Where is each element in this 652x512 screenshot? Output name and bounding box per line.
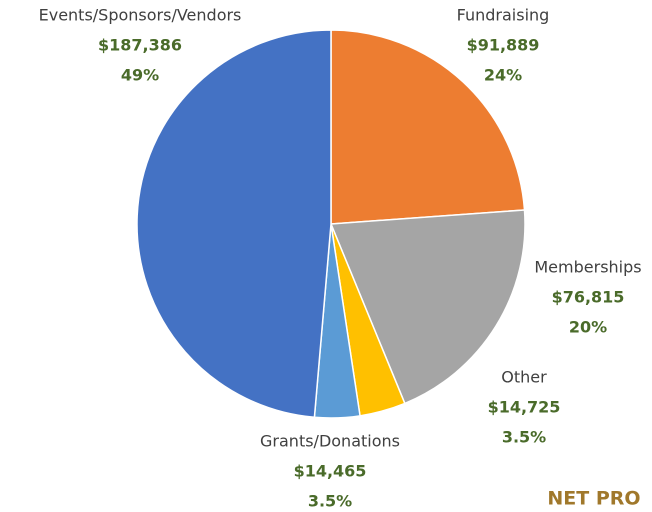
brand-label: NET PRO [547,488,640,510]
slice-name: Events/Sponsors/Vendors [39,6,242,25]
slice-percent: 24% [484,66,522,85]
pie-slice [329,209,526,405]
slice-value: $14,725 [488,398,561,417]
slice-value: $76,815 [552,288,625,307]
pie-slice [136,29,332,419]
slice-name: Grants/Donations [260,432,400,451]
slice-percent: 3.5% [308,492,352,511]
slice-value: $187,386 [98,36,182,55]
slice-value: $14,465 [294,462,367,481]
slice-percent: 3.5% [502,428,546,447]
slice-name: Memberships [534,258,641,277]
slice-value: $91,889 [467,36,540,55]
slice-percent: 20% [569,318,607,337]
slice-percent: 49% [121,66,159,85]
slice-name: Fundraising [457,6,550,25]
slice-name: Other [501,368,547,387]
pie-slice [330,29,526,225]
